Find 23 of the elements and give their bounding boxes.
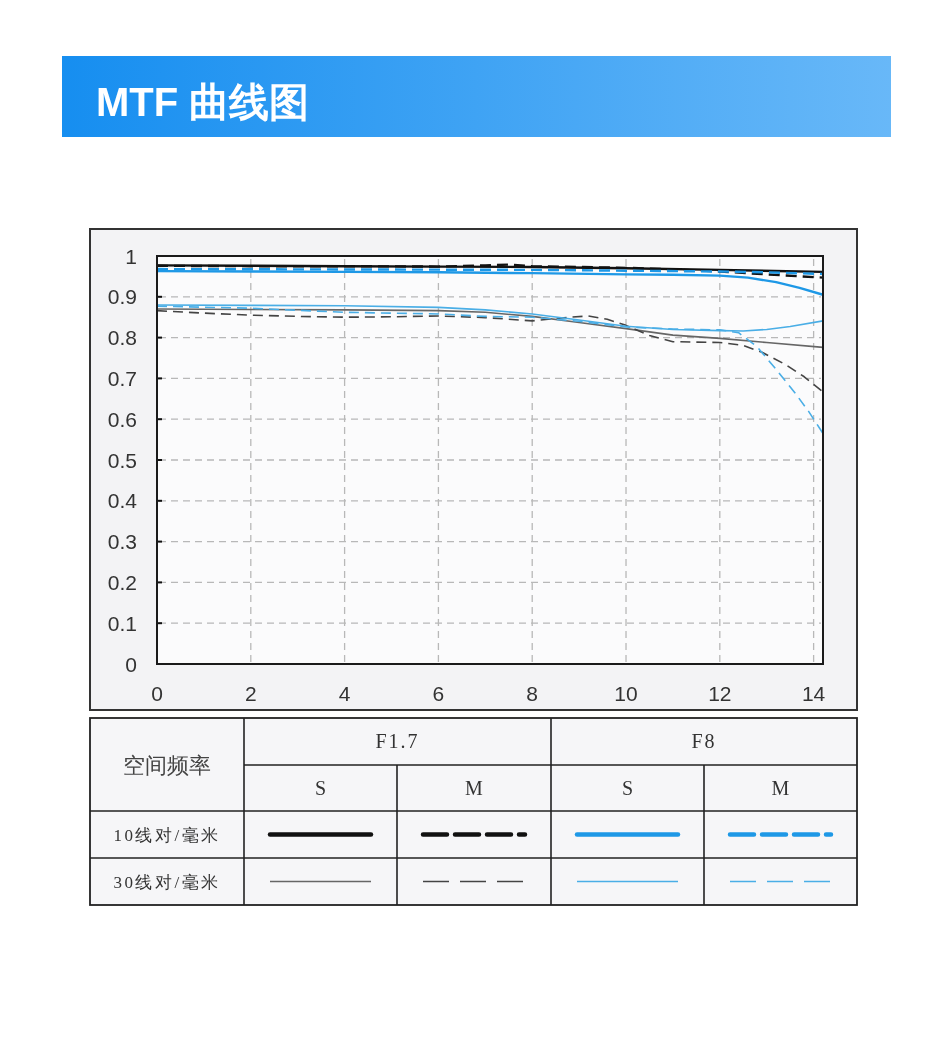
chart-title: MTF 曲线图: [96, 80, 310, 124]
x-tick-label: 4: [338, 682, 351, 705]
y-tick-label: 0.6: [107, 407, 137, 431]
x-tick-label: 12: [708, 682, 732, 705]
y-tick-label: 0.2: [107, 570, 137, 594]
x-tick-label: 8: [526, 682, 539, 705]
y-tick-label: 0: [125, 652, 137, 676]
title: MTF 曲线图: [62, 56, 891, 137]
legend-title: 空间频率: [123, 752, 211, 778]
y-tick-label: 0.5: [107, 448, 137, 472]
y-tick-label: 0.9: [107, 285, 137, 309]
y-tick-label: 0.8: [107, 326, 137, 350]
x-tick-label: 2: [244, 682, 257, 705]
key-table: 空间频率 F1.7 F8 S M S M 10线对/毫米 30线对/毫米: [89, 717, 858, 906]
y-tick-label: 1: [125, 244, 137, 268]
x-tick-label: 14: [801, 682, 826, 705]
y-tick-label: 0.1: [107, 611, 137, 635]
x-tick-label: 10: [614, 682, 638, 705]
y-tick-label: 0.3: [107, 530, 137, 554]
y-tick-label: 0.7: [107, 366, 137, 390]
x-tick-label: 6: [432, 682, 445, 705]
x-tick-label: 0: [151, 682, 163, 705]
y-tick-label: 0.4: [107, 489, 138, 513]
